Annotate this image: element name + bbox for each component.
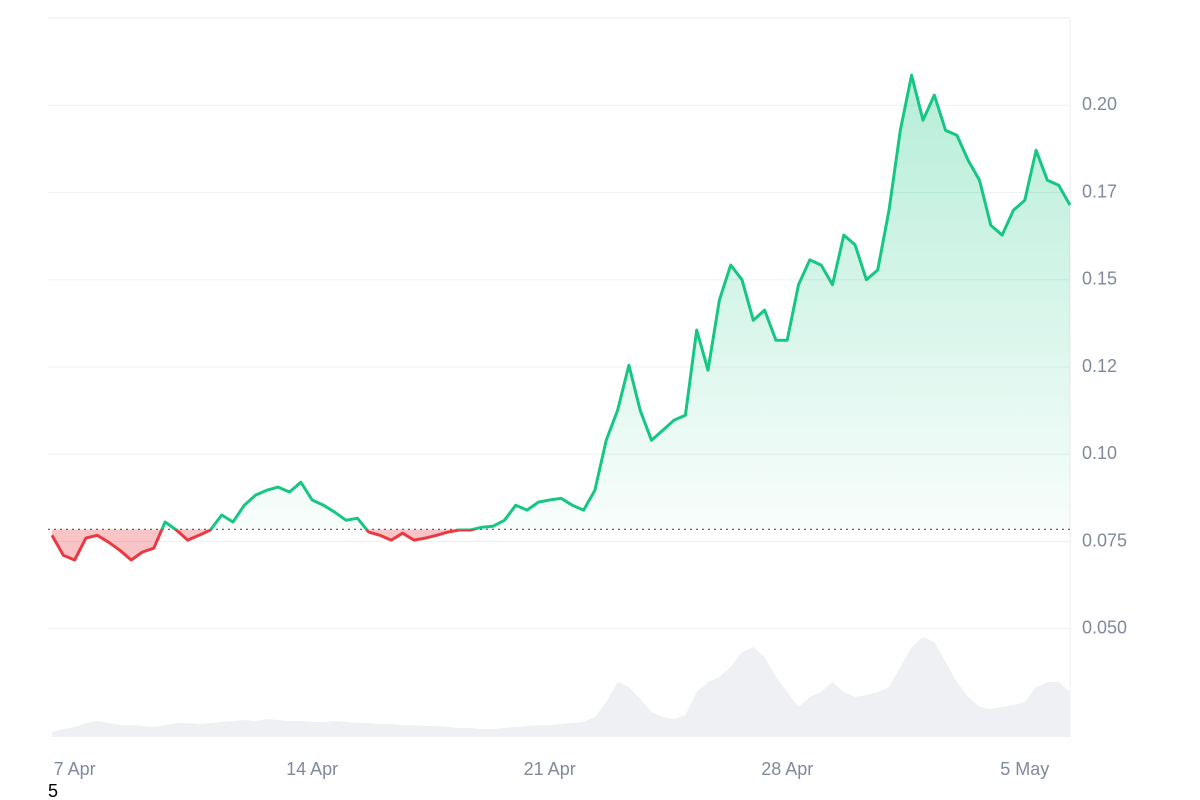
price-line xyxy=(50,73,1072,562)
x-tick-label: 5 May xyxy=(1000,759,1049,779)
y-tick-label: 0.10 xyxy=(1082,443,1117,463)
y-tick-label: 0.20 xyxy=(1082,94,1117,114)
price-area xyxy=(52,75,1070,560)
x-tick-label: 21 Apr xyxy=(524,759,576,779)
x-tick-label: 14 Apr xyxy=(286,759,338,779)
y-tick-label: 0.050 xyxy=(1082,618,1127,638)
y-tick-label: 0.17 xyxy=(1082,181,1117,201)
volume-area xyxy=(52,637,1070,737)
footnote: 5 xyxy=(48,781,58,800)
y-tick-label: 0.15 xyxy=(1082,269,1117,289)
x-tick-label: 28 Apr xyxy=(761,759,813,779)
y-tick-label: 0.075 xyxy=(1082,530,1127,550)
y-tick-label: 0.12 xyxy=(1082,356,1117,376)
x-tick-label: 7 Apr xyxy=(54,759,96,779)
